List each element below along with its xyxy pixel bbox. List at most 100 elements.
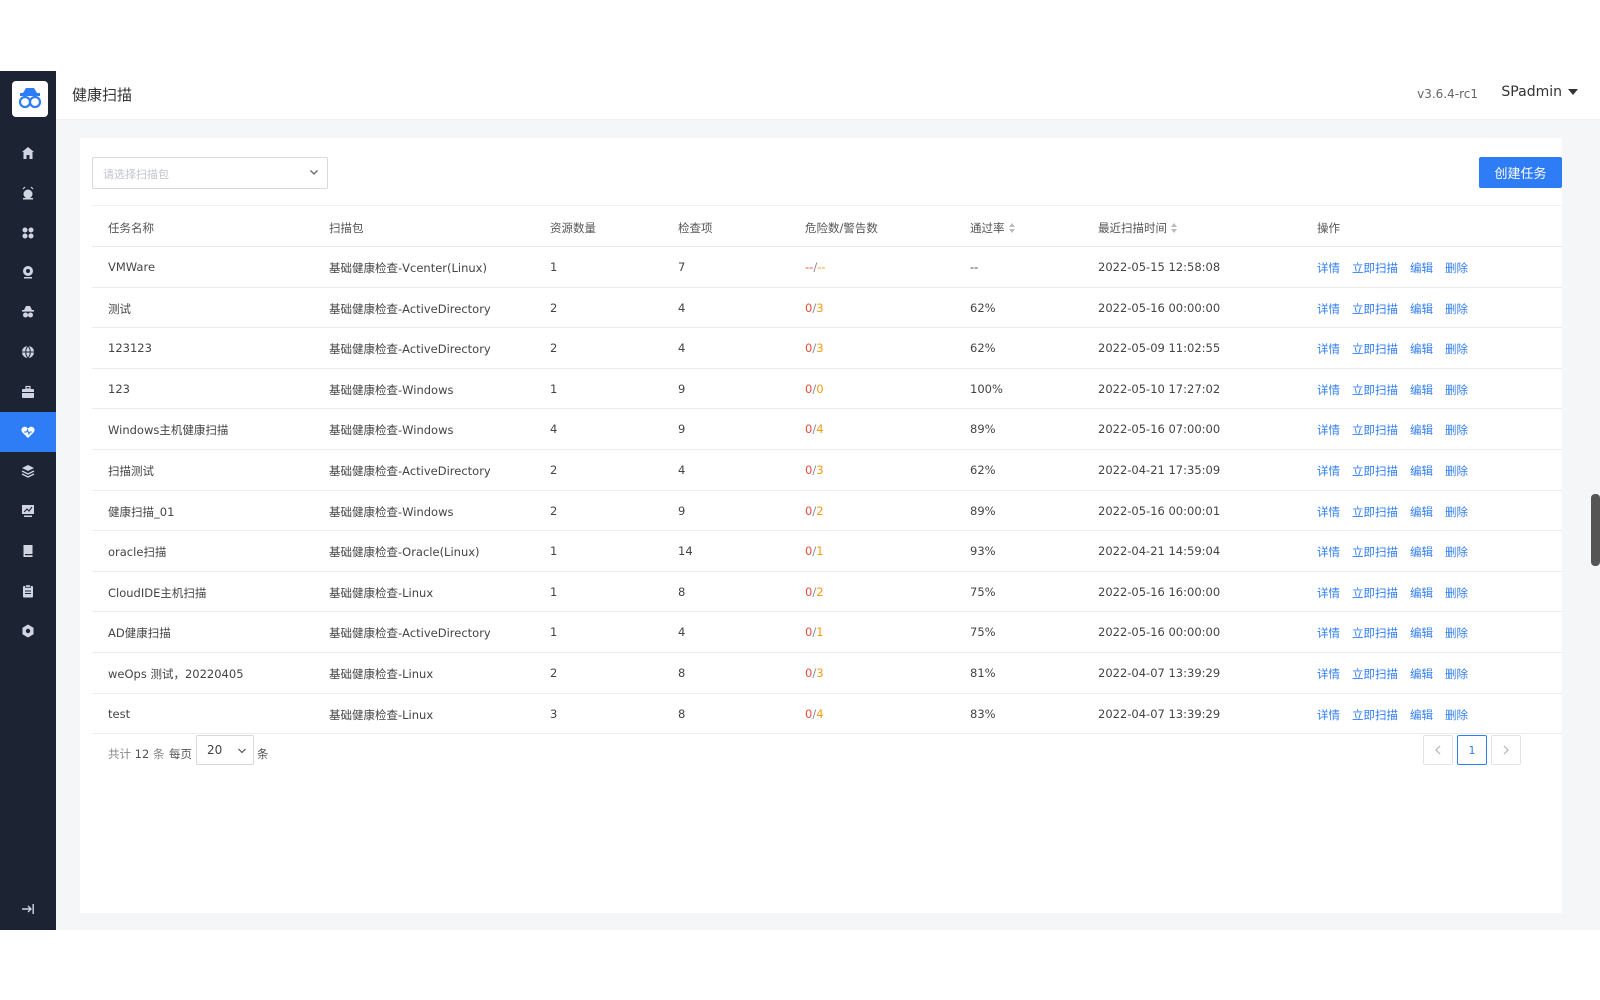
scrollbar-thumb[interactable]: [1591, 494, 1600, 566]
edit-link[interactable]: 编辑: [1410, 545, 1433, 560]
delete-link[interactable]: 删除: [1445, 626, 1468, 641]
page-button-current[interactable]: 1: [1457, 735, 1487, 765]
resource-count-cell: 1: [550, 260, 558, 274]
delete-link[interactable]: 删除: [1445, 545, 1468, 560]
sidebar-item-apps[interactable]: [0, 213, 56, 253]
edit-link[interactable]: 编辑: [1410, 423, 1433, 438]
danger-warning-cell: 0/4: [805, 707, 824, 721]
details-link[interactable]: 详情: [1317, 626, 1340, 641]
user-menu[interactable]: SPadmin: [1501, 84, 1578, 100]
pass-rate-cell: 62%: [970, 462, 996, 477]
sidebar-item-globe[interactable]: [0, 332, 56, 372]
version-label: v3.6.4-rc1: [1417, 87, 1478, 101]
create-task-button[interactable]: 创建任务: [1479, 157, 1562, 188]
details-link[interactable]: 详情: [1317, 707, 1340, 722]
sidebar-item-health[interactable]: [0, 411, 56, 452]
resource-count-cell: 4: [550, 422, 558, 437]
collapse-icon[interactable]: [0, 896, 56, 922]
sidebar-item-monitor[interactable]: [0, 252, 56, 292]
scan-now-link[interactable]: 立即扫描: [1352, 423, 1398, 438]
scan-now-link[interactable]: 立即扫描: [1352, 626, 1398, 641]
scan-now-link[interactable]: 立即扫描: [1352, 463, 1398, 478]
scan-now-link[interactable]: 立即扫描: [1352, 382, 1398, 397]
edit-link[interactable]: 编辑: [1410, 463, 1433, 478]
prev-page-button[interactable]: [1423, 735, 1453, 765]
edit-link[interactable]: 编辑: [1410, 585, 1433, 600]
sort-icon[interactable]: [1171, 223, 1177, 233]
table-row: 123 基础健康检查-Windows 1 9 100% 2022-05-10 17:27:…: [92, 369, 1562, 410]
page-size-select[interactable]: 20: [196, 735, 254, 765]
edit-link[interactable]: 编辑: [1410, 626, 1433, 641]
warning-count: 3: [816, 665, 824, 680]
scan-now-link[interactable]: 立即扫描: [1352, 545, 1398, 560]
danger-count: 0: [805, 341, 813, 356]
table-row: CloudIDE主机扫描 基础健康检查-Linux 1 8 75% 2022-05-16 …: [92, 572, 1562, 613]
details-link[interactable]: 详情: [1317, 504, 1340, 519]
edit-link[interactable]: 编辑: [1410, 342, 1433, 357]
task-name-cell: oracle扫描: [108, 545, 167, 560]
sidebar-item-home[interactable]: [0, 133, 56, 173]
task-name-cell: CloudIDE主机扫描: [108, 585, 207, 600]
delete-link[interactable]: 删除: [1445, 666, 1468, 681]
sort-icon[interactable]: [1008, 223, 1015, 233]
details-link[interactable]: 详情: [1317, 261, 1340, 275]
scan-now-link[interactable]: 立即扫描: [1352, 342, 1398, 357]
scan-now-link[interactable]: 立即扫描: [1352, 585, 1398, 600]
edit-link[interactable]: 编辑: [1410, 504, 1433, 519]
sidebar-item-alarm[interactable]: [0, 173, 56, 213]
row-actions: 详情 立即扫描 编辑 删除: [1317, 260, 1468, 276]
details-link[interactable]: 详情: [1317, 342, 1340, 357]
details-link[interactable]: 详情: [1317, 545, 1340, 560]
edit-link[interactable]: 编辑: [1410, 382, 1433, 397]
sidebar-item-chart[interactable]: [0, 491, 56, 531]
danger-warning-cell: --/--: [805, 260, 826, 274]
scan-now-link[interactable]: 立即扫描: [1352, 504, 1398, 519]
warning-count: 3: [816, 341, 824, 356]
scan-now-link[interactable]: 立即扫描: [1352, 301, 1398, 316]
details-link[interactable]: 详情: [1317, 301, 1340, 316]
next-page-button[interactable]: [1491, 735, 1521, 765]
row-actions: 详情 立即扫描 编辑 删除: [1317, 463, 1468, 479]
details-link[interactable]: 详情: [1317, 423, 1340, 438]
details-link[interactable]: 详情: [1317, 463, 1340, 478]
delete-link[interactable]: 删除: [1445, 585, 1468, 600]
scan-now-link[interactable]: 立即扫描: [1352, 707, 1398, 722]
scan-package-select[interactable]: 请选择扫描包: [92, 157, 328, 189]
warning-count: 2: [816, 584, 824, 599]
delete-link[interactable]: 删除: [1445, 463, 1468, 478]
scan-now-link[interactable]: 立即扫描: [1352, 261, 1398, 275]
delete-link[interactable]: 删除: [1445, 707, 1468, 722]
delete-link[interactable]: 删除: [1445, 342, 1468, 357]
edit-link[interactable]: 编辑: [1410, 666, 1433, 681]
sidebar-item-clipboard[interactable]: [0, 571, 56, 611]
separator: /: [812, 584, 817, 599]
details-link[interactable]: 详情: [1317, 666, 1340, 681]
sidebar-item-layers[interactable]: [0, 451, 56, 491]
check-items-cell: 9: [678, 422, 686, 437]
pagination: 共计 12 条 每页 20 条 1: [92, 735, 1522, 771]
details-link[interactable]: 详情: [1317, 382, 1340, 397]
pass-rate-cell: 62%: [970, 300, 996, 315]
table-row: 测试 基础健康检查-ActiveDirectory 2 4 62% 2022-05-16 …: [92, 288, 1562, 329]
sidebar-item-book[interactable]: [0, 531, 56, 571]
sidebar: [0, 71, 56, 930]
delete-link[interactable]: 删除: [1445, 261, 1468, 275]
column-header[interactable]: 通过率: [970, 220, 1015, 236]
sidebar-item-agent[interactable]: [0, 292, 56, 332]
scan-now-link[interactable]: 立即扫描: [1352, 666, 1398, 681]
column-header[interactable]: 最近扫描时间: [1098, 220, 1177, 236]
row-actions: 详情 立即扫描 编辑 删除: [1317, 382, 1468, 398]
main-area: 请选择扫描包 创建任务 任务名称 扫描包 资源数量 检查项 危险数/警告数 通过率 最近扫描…: [56, 120, 1600, 930]
delete-link[interactable]: 删除: [1445, 382, 1468, 397]
edit-link[interactable]: 编辑: [1410, 261, 1433, 275]
edit-link[interactable]: 编辑: [1410, 301, 1433, 316]
delete-link[interactable]: 删除: [1445, 301, 1468, 316]
sidebar-item-settings[interactable]: [0, 611, 56, 651]
task-name-cell: VMWare: [108, 260, 156, 274]
delete-link[interactable]: 删除: [1445, 423, 1468, 438]
details-link[interactable]: 详情: [1317, 585, 1340, 600]
sidebar-item-briefcase[interactable]: [0, 372, 56, 412]
check-items-cell: 4: [678, 462, 686, 477]
delete-link[interactable]: 删除: [1445, 504, 1468, 519]
edit-link[interactable]: 编辑: [1410, 707, 1433, 722]
